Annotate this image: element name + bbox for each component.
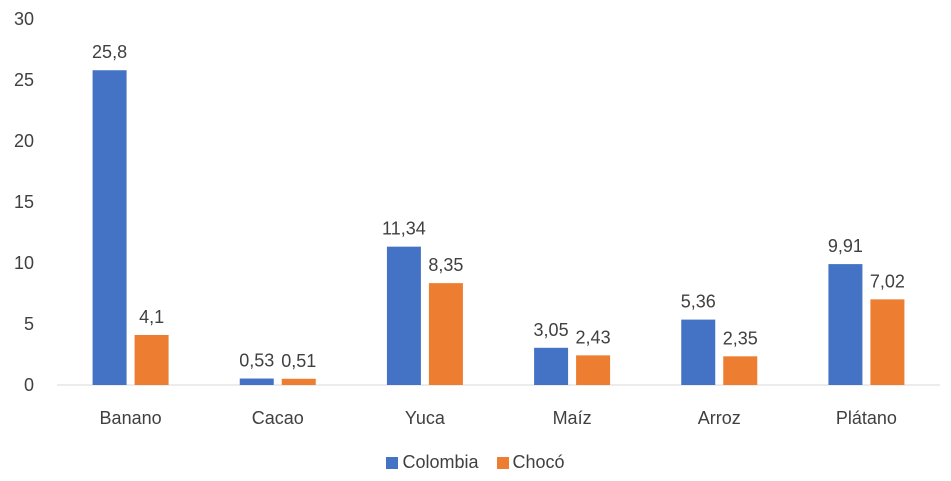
x-tick-label: Yuca [405,408,446,428]
bar-choc- [870,299,905,385]
legend-swatch-choco [496,456,509,469]
bar-choc- [576,355,611,385]
x-tick-label: Arroz [698,408,741,428]
bar-colombia [681,319,716,385]
data-label-colombia: 11,34 [382,219,426,239]
y-tick-label: 25 [14,70,34,90]
legend-label-colombia: Colombia [402,452,479,472]
legend-item-colombia: Colombia [386,452,479,473]
bars: 25,8 4,1 0,53 0,51 11,348,35 3,05 2,43 5,36 2,35… [92,42,905,386]
data-label-colombia: 25,8 [92,42,127,62]
legend: Colombia Chocó [0,452,951,473]
x-axis: Banano Cacao Yuca Maíz Arroz Plátano [100,408,897,428]
data-label-choc-: 0,51 [281,351,316,371]
x-tick-label: Banano [100,408,162,428]
data-label-choc-: 2,35 [723,328,758,348]
bar-colombia [239,378,274,385]
bar-choc- [428,283,463,385]
data-label-colombia: 5,36 [681,292,716,312]
data-label-choc-: 4,1 [139,307,164,327]
bar-choc- [134,334,169,385]
x-tick-label: Cacao [252,408,304,428]
bar-colombia [92,70,127,386]
x-tick-label: Plátano [836,408,897,428]
bar-choc- [281,378,316,385]
legend-label-choco: Chocó [512,452,565,472]
data-label-colombia: 9,91 [828,236,863,256]
y-tick-label: 10 [14,253,34,273]
bar-chart: 0 5 10 15 20 25 30 25,8 4,1 0,53 0,51 11,348,35 3,0… [14,9,940,428]
legend-swatch-colombia [386,456,399,469]
x-tick-label: Maíz [553,408,592,428]
data-label-choc-: 2,43 [576,327,611,347]
y-tick-label: 0 [24,375,34,395]
bar-colombia [828,264,863,385]
y-axis: 0 5 10 15 20 25 30 [14,9,34,395]
bar-colombia [534,347,569,385]
legend-item-choco: Chocó [496,452,565,473]
data-label-colombia: 3,05 [534,320,569,340]
bar-choc- [723,356,758,385]
y-tick-label: 15 [14,192,34,212]
data-label-choc-: 7,02 [870,271,905,291]
y-tick-label: 5 [24,314,34,334]
bar-colombia [386,246,421,385]
data-label-choc-: 8,35 [428,255,463,275]
y-tick-label: 20 [14,131,34,151]
y-tick-label: 30 [14,9,34,29]
data-label-colombia: 0,53 [239,351,274,371]
